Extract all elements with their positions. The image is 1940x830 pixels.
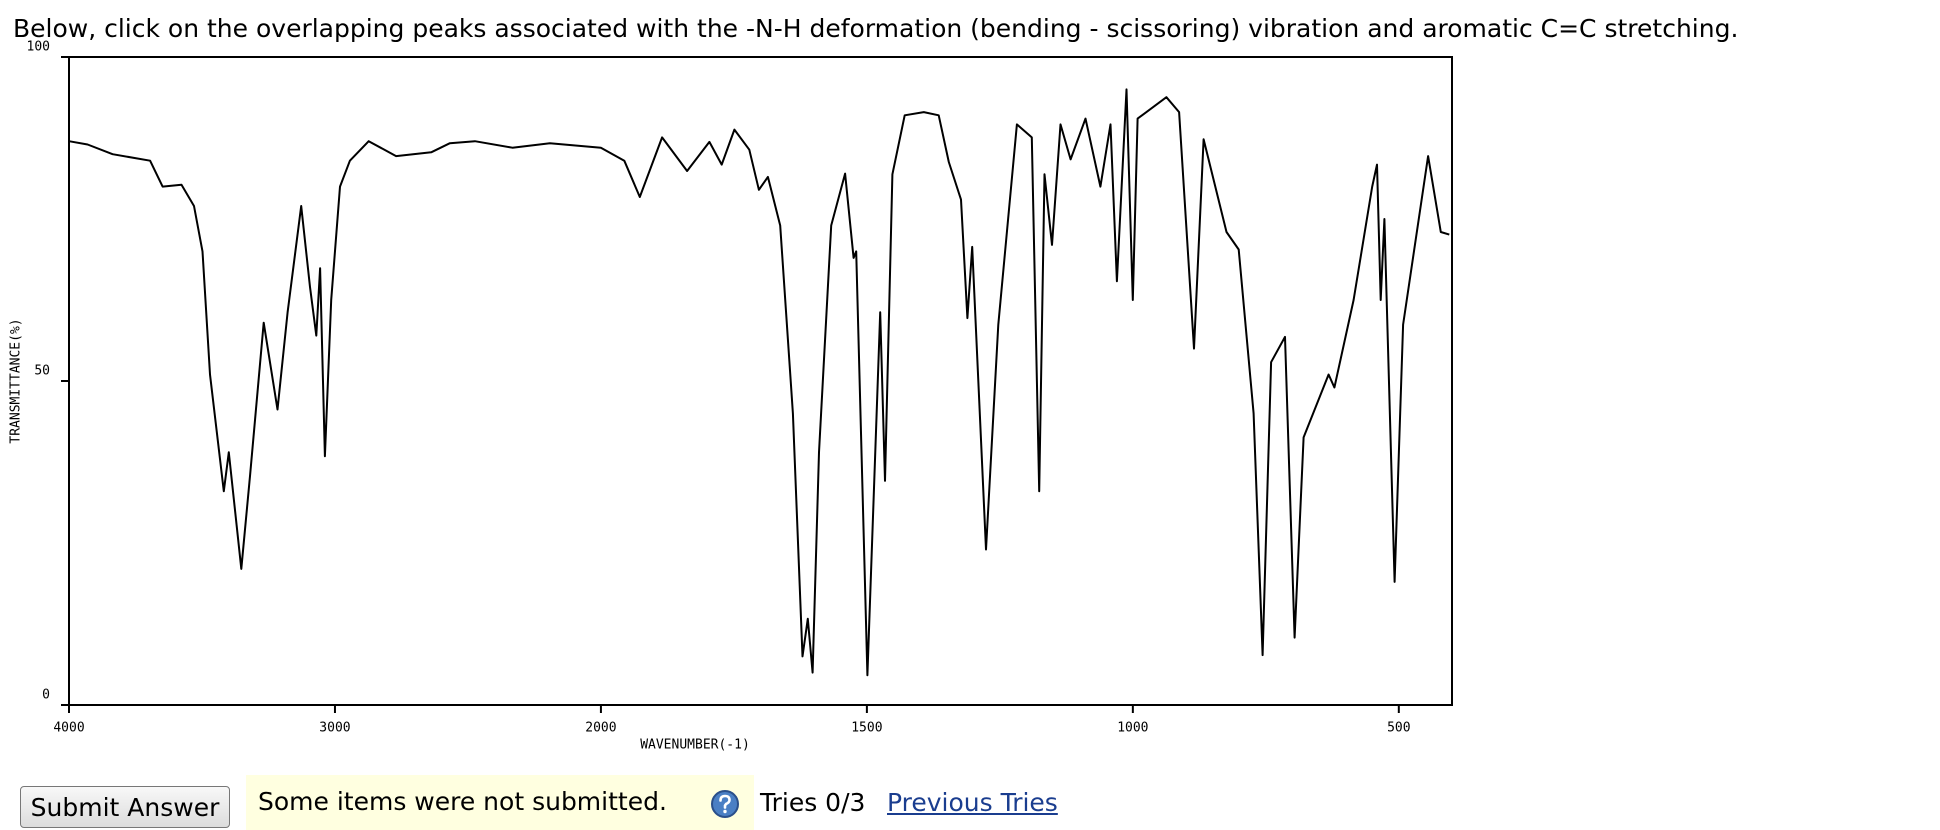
submit-button[interactable]: Submit Answer (20, 786, 230, 828)
x-tick-label: 500 (1387, 721, 1410, 736)
x-axis-label: WAVENUMBER(-1) (640, 738, 750, 753)
y-axis-label: TRANSMITTANCE(%) (9, 318, 24, 443)
spectrum-line (68, 88, 1450, 677)
x-tick-label: 3000 (319, 721, 350, 736)
tries-counter: Tries 0/3 (760, 788, 866, 817)
status-message: Some items were not submitted. (258, 787, 667, 816)
y-tick-label: 0 (42, 688, 50, 703)
chart: WAVENUMBER(-1) TRANSMITTANCE(%) 4000 3000… (9, 40, 1453, 753)
y-tick-label: 50 (34, 364, 50, 379)
y-tick-label: 100 (27, 40, 50, 55)
help-icon[interactable] (710, 789, 740, 819)
x-tick-label: 1000 (1117, 721, 1148, 736)
plot-frame (68, 56, 1453, 706)
x-tick-label: 2000 (585, 721, 616, 736)
question: Below, click on the overlapping peaks as… (13, 14, 1739, 43)
previous-tries-link[interactable]: Previous Tries (887, 788, 1058, 817)
status-box: Some items were not submitted. (246, 775, 754, 830)
x-tick-label: 1500 (851, 721, 882, 736)
x-tick-label: 4000 (53, 721, 84, 736)
